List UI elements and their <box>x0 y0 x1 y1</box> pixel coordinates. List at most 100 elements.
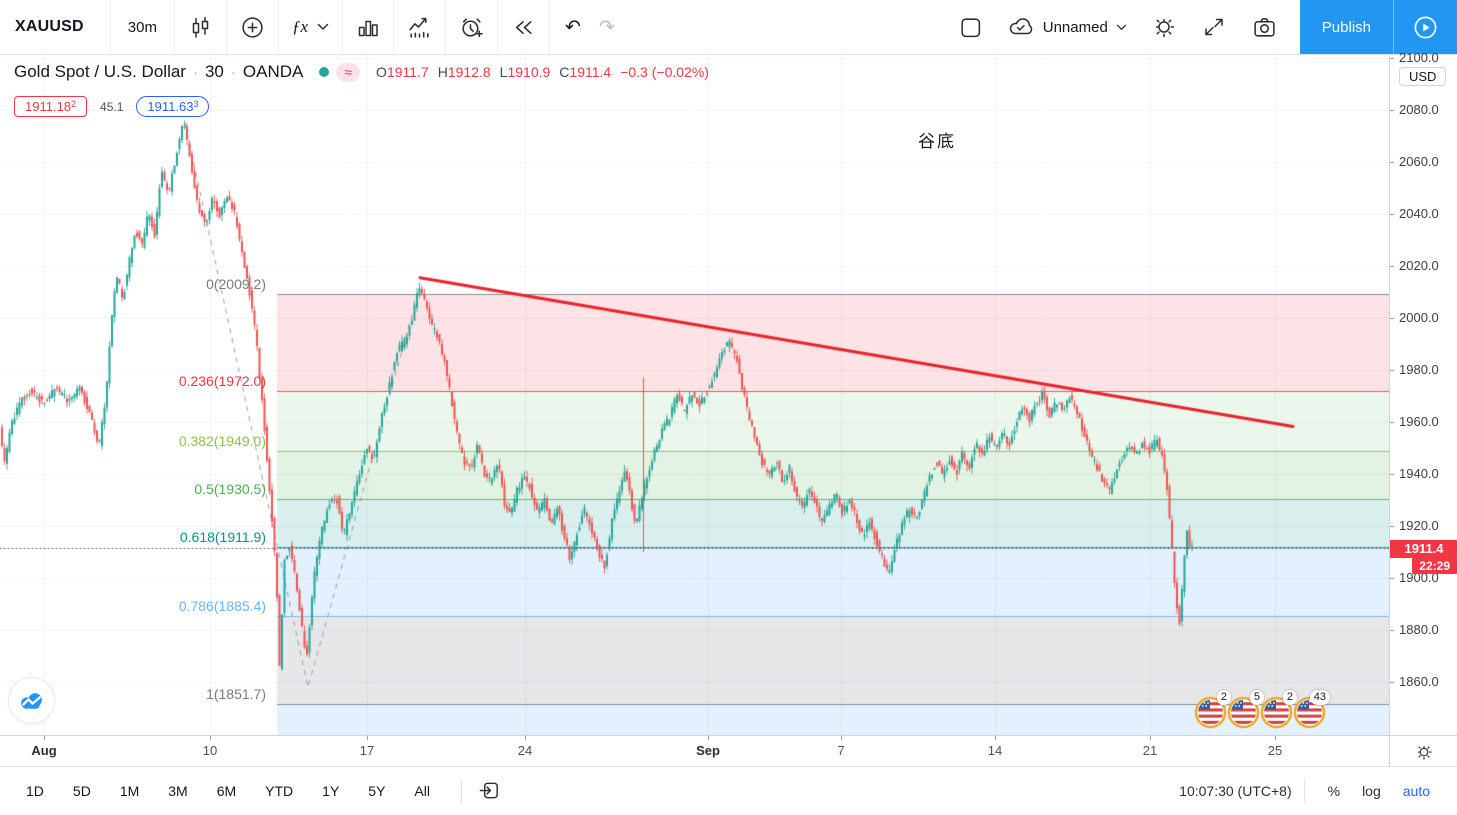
fib-level-label: 0.786(1885.4) <box>178 597 266 614</box>
fib-level-label: 0.618(1911.9) <box>179 529 266 546</box>
replay-back-button[interactable] <box>498 0 549 54</box>
order-price-label: 1911.633 <box>136 96 210 117</box>
news-event-flag-icon[interactable]: 2 <box>1260 690 1297 729</box>
time-tick-mark <box>841 736 842 740</box>
price-tick-label: 1960.0 <box>1390 414 1457 430</box>
snapshot-button[interactable] <box>1238 0 1290 54</box>
toolbar-separator <box>173 0 175 54</box>
forecast-chart-icon <box>407 15 432 40</box>
high-label: H <box>437 64 448 80</box>
text-annotation[interactable]: 谷底 <box>918 132 956 151</box>
time-tick-label: Aug <box>31 743 57 758</box>
close-value: 1911.4 <box>569 64 612 80</box>
candlestick-chart-canvas[interactable] <box>0 55 1389 735</box>
range-tab-6m[interactable]: 6M <box>216 782 237 799</box>
compare-button[interactable] <box>226 0 278 54</box>
settings-button[interactable] <box>1138 0 1189 54</box>
price-tick-label: 1980.0 <box>1390 362 1457 378</box>
open-value: 1911.7 <box>386 64 429 80</box>
toolbar-separator <box>445 0 446 54</box>
publish-button[interactable]: Publish <box>1321 18 1371 36</box>
change-value: −0.3 (−0.02%) <box>620 64 709 80</box>
range-tab-ytd[interactable]: YTD <box>265 782 294 799</box>
fullscreen-button[interactable] <box>1188 0 1239 54</box>
layout-button[interactable] <box>944 0 996 54</box>
low-label: L <box>499 64 508 80</box>
time-tick-label: Sep <box>696 743 720 758</box>
watermark-logo-button[interactable] <box>8 677 55 724</box>
publish-play-button[interactable] <box>1393 0 1457 54</box>
news-event-flag-icon[interactable]: 2 <box>1194 690 1231 729</box>
top-toolbar: XAUUSD 30m ƒx ↶ ↷ Unnamed <box>0 0 1457 55</box>
redo-icon[interactable]: ↷ <box>598 16 615 38</box>
range-tab-3m[interactable]: 3M <box>168 782 188 799</box>
undo-icon[interactable]: ↶ <box>565 16 581 38</box>
legend-exchange: OANDA <box>242 62 304 81</box>
clock-timezone-button[interactable]: 10:07:30 (UTC+8) <box>1179 782 1292 799</box>
auto-scale-button[interactable]: auto <box>1402 782 1430 799</box>
time-tick-mark <box>1150 736 1151 740</box>
log-scale-button[interactable]: log <box>1362 782 1381 799</box>
fib-level-label: 0.236(1972.0) <box>178 372 266 389</box>
open-label: O <box>376 64 387 80</box>
range-tab-all[interactable]: All <box>414 782 430 799</box>
currency-badge[interactable]: USD <box>1399 67 1447 86</box>
alarm-plus-icon <box>459 15 484 40</box>
range-tab-5d[interactable]: 5D <box>72 782 91 799</box>
templates-button[interactable] <box>343 0 393 54</box>
gear-icon <box>1415 743 1433 761</box>
price-tick-label: 2100.0 <box>1390 50 1457 66</box>
legend-title[interactable]: Gold Spot / U.S. Dollar <box>14 62 186 81</box>
time-tick-label: 25 <box>1267 743 1283 758</box>
percent-scale-button[interactable]: % <box>1327 782 1341 799</box>
price-tick-label: 2080.0 <box>1390 102 1457 118</box>
toolbar-right-group: Unnamed Publish <box>944 0 1457 54</box>
save-layout-button[interactable]: Unnamed <box>996 0 1139 54</box>
time-tick-mark <box>1275 736 1276 740</box>
plus-circle-icon <box>240 15 265 40</box>
time-tick-mark <box>995 736 996 740</box>
range-tab-1y[interactable]: 1Y <box>322 782 340 799</box>
forecast-button[interactable] <box>394 0 445 54</box>
layout-name-label: Unnamed <box>1042 18 1108 36</box>
fib-level-label: 0.382(1949.0) <box>178 432 266 449</box>
bottombar-right-group: 10:07:30 (UTC+8) % log auto <box>1179 778 1441 804</box>
price-tick-label: 1900.0 <box>1390 570 1457 586</box>
news-event-flag-icon[interactable]: 5 <box>1227 690 1264 729</box>
price-tick-label: 2060.0 <box>1390 154 1457 170</box>
indicators-button[interactable]: ƒx <box>279 0 342 54</box>
price-tick-label: 1880.0 <box>1390 622 1457 638</box>
time-tick-label: 7 <box>837 743 845 758</box>
market-status-dot[interactable] <box>319 67 330 77</box>
calendar-goto-icon <box>478 779 501 802</box>
axis-settings-corner[interactable] <box>1389 736 1457 767</box>
undo-redo-group: ↶ ↷ <box>550 0 630 54</box>
range-tab-1d[interactable]: 1D <box>26 782 44 799</box>
gear-icon <box>1152 15 1176 39</box>
price-axis[interactable]: USD 1911.4 22:29 2100.0 2080.0 2060.0 2040.… <box>1389 50 1457 735</box>
chart-style-button[interactable] <box>174 0 226 54</box>
symbol-button[interactable]: XAUUSD <box>0 0 110 54</box>
time-tick-mark <box>525 736 526 740</box>
price-tick-label: 2040.0 <box>1390 206 1457 222</box>
chart-legend: Gold Spot / U.S. Dollar · 30 · OANDA ≈ O… <box>14 62 709 82</box>
toolbar-separator <box>497 0 498 54</box>
news-event-flag-icon[interactable]: 43 <box>1293 690 1330 729</box>
range-tab-1m[interactable]: 1M <box>119 782 140 799</box>
alert-button[interactable] <box>446 0 497 54</box>
goto-date-button[interactable] <box>473 779 505 802</box>
range-tab-5y[interactable]: 5Y <box>368 782 386 799</box>
chart-pane: Gold Spot / U.S. Dollar · 30 · OANDA ≈ O… <box>0 50 1457 735</box>
cloud-check-icon <box>1008 16 1035 38</box>
toolbar-separator <box>225 0 227 54</box>
spread-value: 45.1 <box>100 99 124 114</box>
time-axis[interactable]: Aug 10 17 24 Sep 7 14 21 25 <box>0 735 1457 767</box>
approximation-badge[interactable]: ≈ <box>336 62 361 82</box>
time-tick-mark <box>367 736 368 740</box>
bottombar-separator <box>460 778 462 803</box>
time-tick-label: 17 <box>359 743 375 758</box>
legend-interval: 30 <box>204 62 224 81</box>
interval-button[interactable]: 30m <box>110 0 174 54</box>
fib-level-label: 1(1851.7) <box>206 685 266 702</box>
high-value: 1912.8 <box>447 64 491 80</box>
